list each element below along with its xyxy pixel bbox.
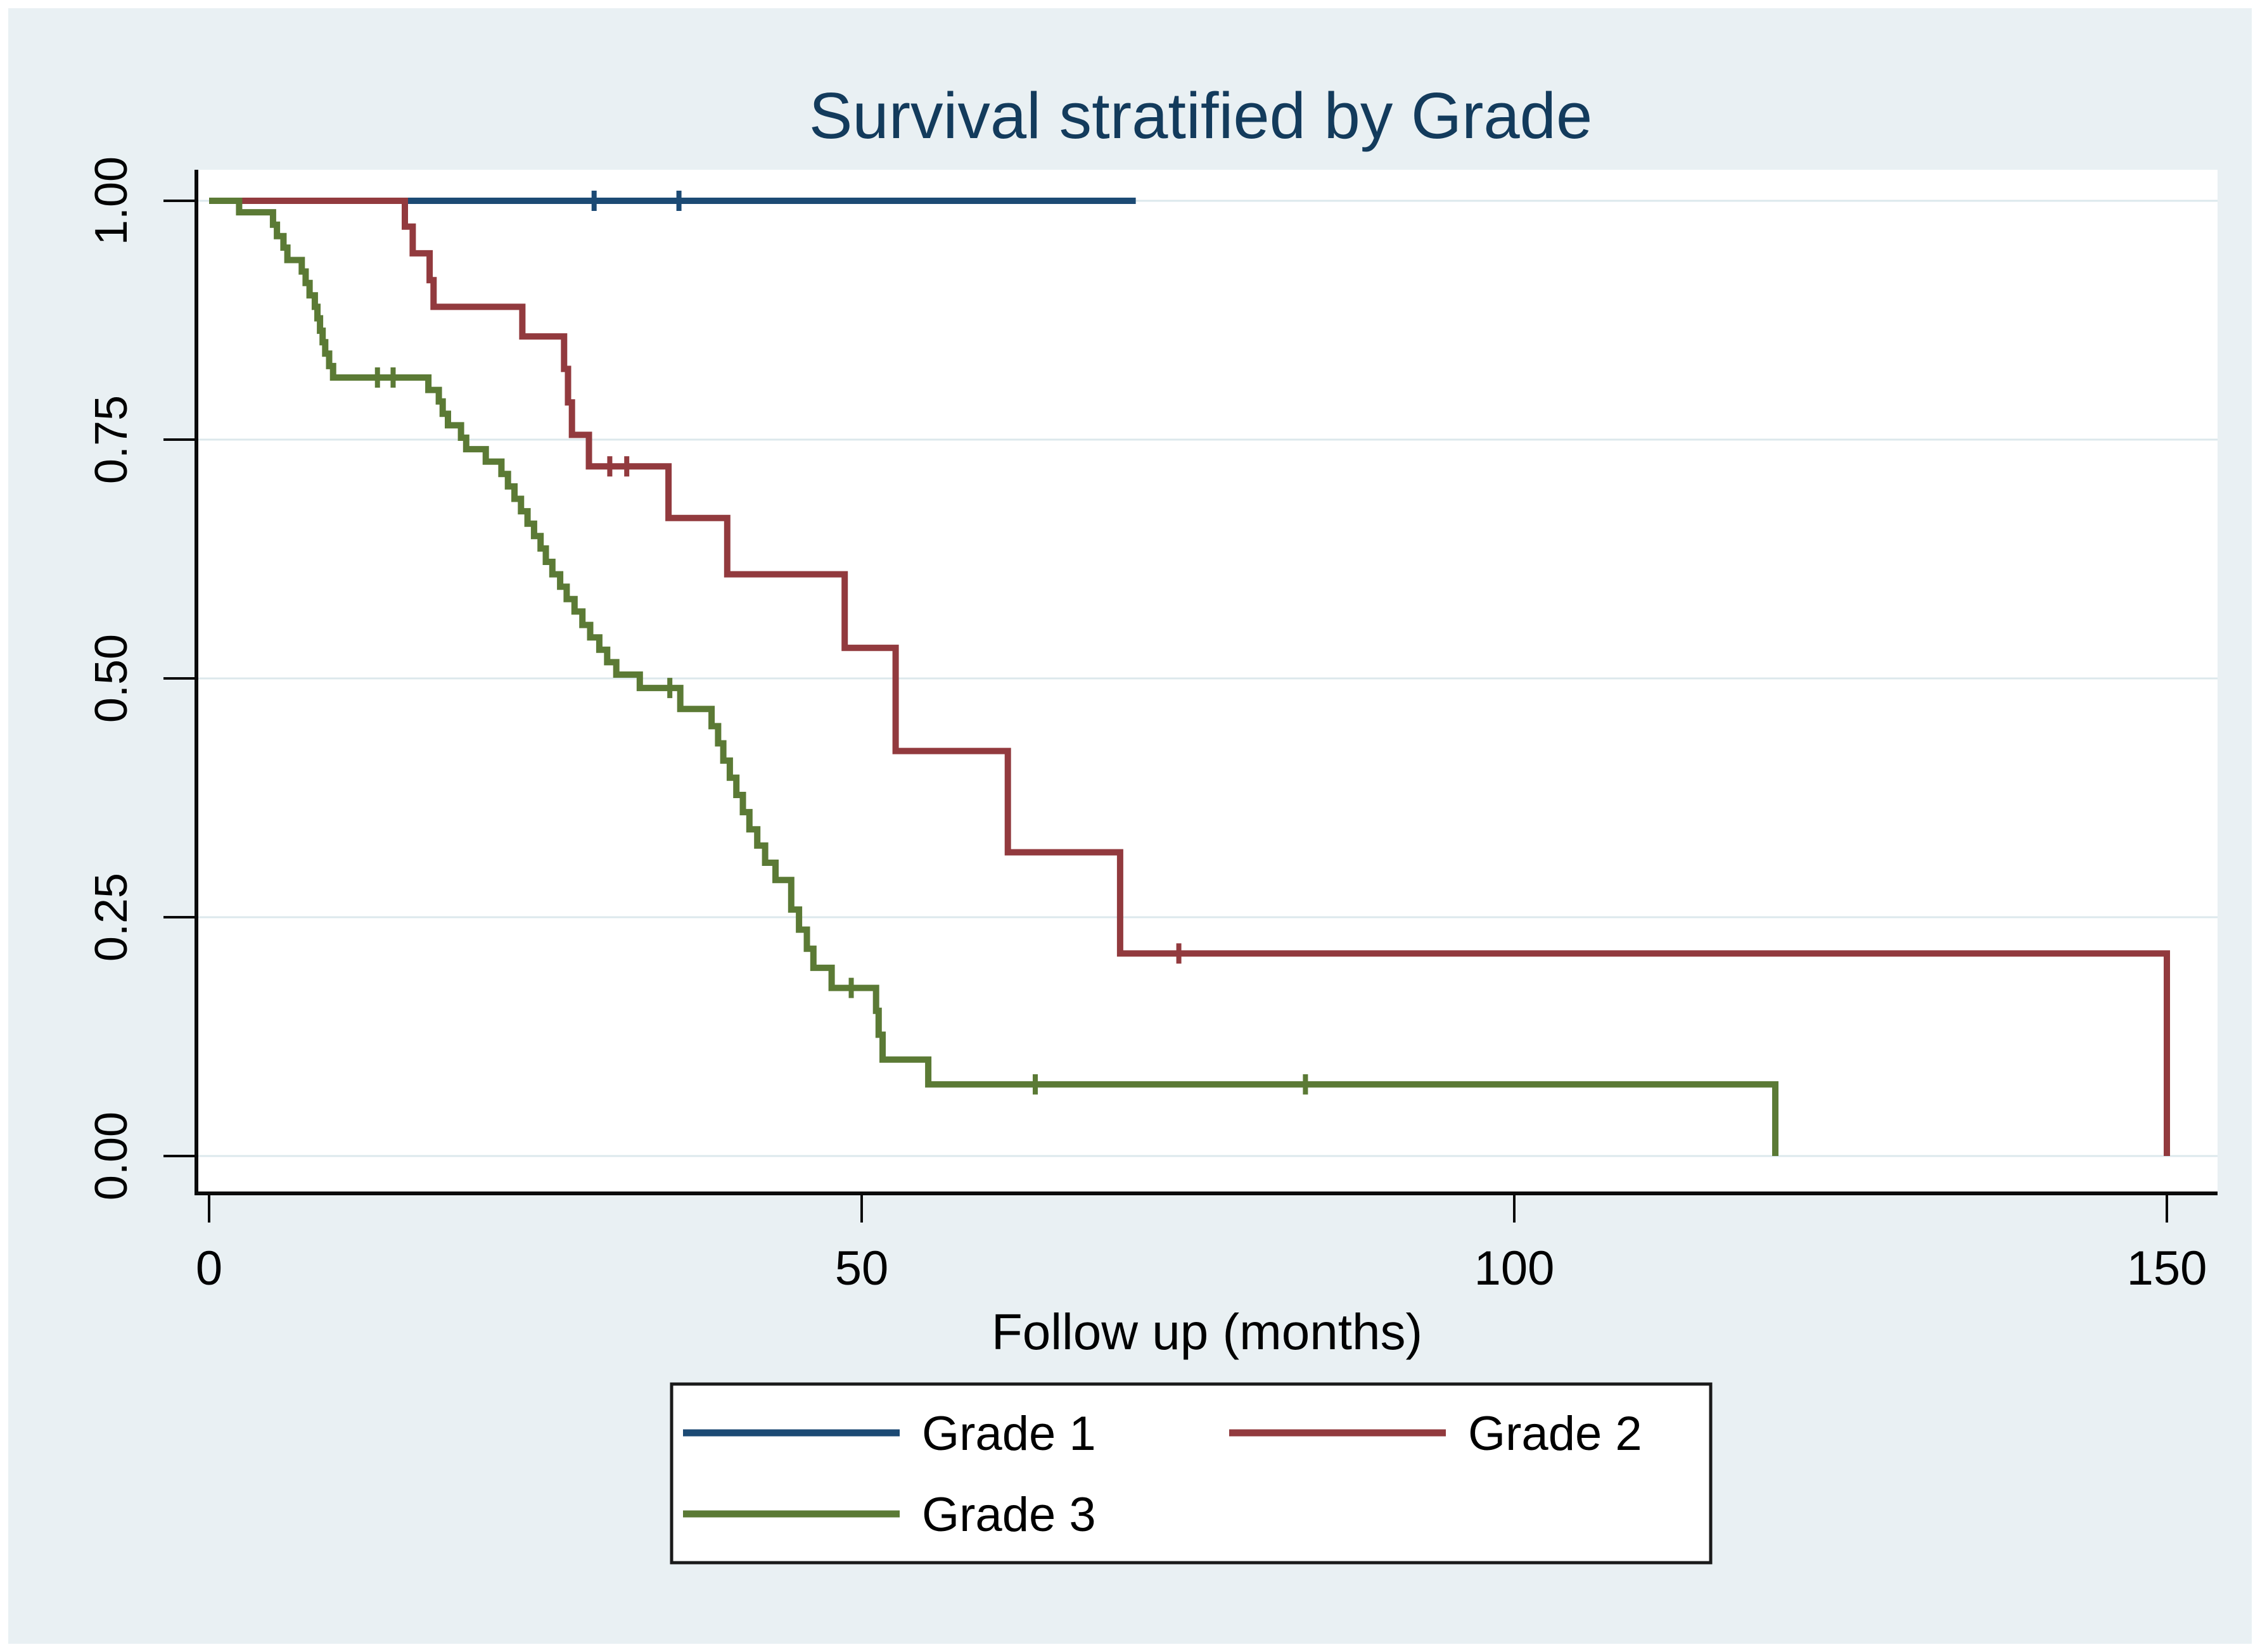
legend-label-grade-2: Grade 2	[1468, 1407, 1642, 1461]
y-tick-label-1.00: 1.00	[86, 156, 137, 245]
survival-curve-grade-3	[209, 198, 1778, 1156]
x-tick-label-0: 0	[196, 1242, 222, 1295]
survival-curve-grade-2	[209, 198, 2170, 1156]
y-tick-label-0.50: 0.50	[86, 634, 137, 723]
x-tick-label-50: 50	[835, 1242, 889, 1295]
x-tick-label-150: 150	[2127, 1242, 2207, 1295]
x-axis-ticks: 0 50 100 150	[196, 1193, 2207, 1295]
survival-curves	[209, 191, 2170, 1156]
y-tick-label-0.75: 0.75	[86, 395, 137, 484]
legend-label-grade-1: Grade 1	[922, 1407, 1096, 1461]
y-tick-label-0.25: 0.25	[86, 873, 137, 962]
x-tick-label-100: 100	[1474, 1242, 1555, 1295]
y-tick-label-0.00: 0.00	[86, 1112, 137, 1200]
legend: Grade 1 Grade 2 Grade 3	[670, 1382, 1713, 1565]
x-axis-title: Follow up (months)	[992, 1304, 1422, 1360]
legend-box	[670, 1382, 1713, 1565]
chart-title: Survival stratified by Grade	[809, 79, 1593, 152]
plot-area	[196, 170, 2218, 1193]
legend-label-grade-3: Grade 3	[922, 1488, 1096, 1542]
y-axis-ticks: 0.00 0.25 0.50 0.75 1.00	[86, 156, 196, 1200]
axes	[195, 170, 2218, 1195]
